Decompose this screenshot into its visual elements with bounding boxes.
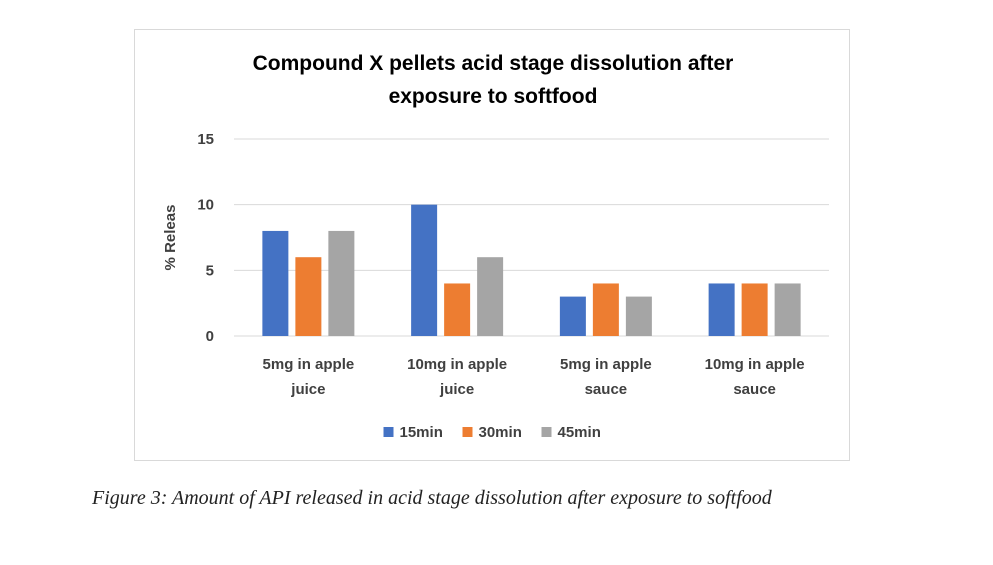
bar-chart: Compound X pellets acid stage dissolutio…	[162, 52, 829, 441]
x-category-label: sauce	[585, 381, 628, 398]
bar-15min	[262, 230, 289, 336]
x-category-label: juice	[439, 381, 474, 398]
y-tick-label: 5	[206, 262, 214, 279]
bar-45min	[625, 296, 652, 336]
legend-swatch-30min	[462, 427, 473, 437]
bar-15min	[411, 204, 438, 336]
bar-45min	[477, 257, 504, 336]
bar-30min	[592, 283, 619, 336]
figure-caption: Figure 3: Amount of API released in acid…	[92, 487, 772, 509]
chart-title-line: Compound X pellets acid stage dissolutio…	[253, 52, 734, 75]
bar-30min	[295, 257, 322, 336]
legend-label: 15min	[400, 424, 443, 441]
y-axis-label: % Releas	[162, 205, 179, 271]
x-category-label: juice	[290, 381, 325, 398]
bar-45min	[774, 283, 801, 336]
legend-swatch-45min	[541, 427, 552, 437]
legend-label: 45min	[558, 424, 601, 441]
bar-15min	[559, 296, 586, 336]
x-category-label: 10mg in apple	[407, 356, 507, 373]
bar-15min	[708, 283, 735, 336]
legend-swatch-15min	[383, 427, 394, 437]
bar-30min	[444, 283, 471, 336]
legend-label: 30min	[479, 424, 522, 441]
chart-title-line: exposure to softfood	[389, 85, 598, 108]
x-category-label: sauce	[733, 381, 776, 398]
bar-30min	[741, 283, 768, 336]
y-tick-label: 15	[197, 131, 214, 148]
bar-45min	[328, 230, 355, 336]
x-category-label: 5mg in apple	[560, 356, 652, 373]
y-tick-label: 10	[197, 197, 214, 214]
x-category-label: 5mg in apple	[263, 356, 355, 373]
x-category-label: 10mg in apple	[705, 356, 805, 373]
chart-frame: Compound X pellets acid stage dissolutio…	[134, 29, 850, 461]
y-tick-label: 0	[206, 328, 214, 345]
